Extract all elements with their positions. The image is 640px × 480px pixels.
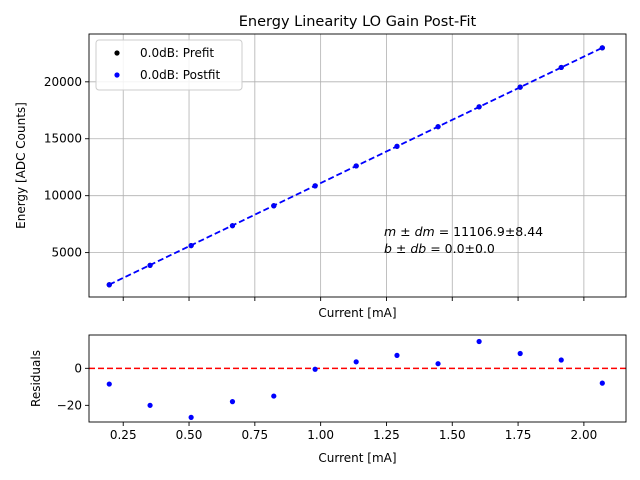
postfit-point-6 [353, 163, 359, 169]
residual-point-11 [558, 357, 564, 363]
postfit-point-3 [229, 223, 236, 229]
intercept-annotation: b ± db = 0.0±0.0 [384, 241, 495, 256]
postfit-point-11 [558, 64, 564, 71]
top-y-tick-label-0: 5000 [51, 246, 82, 260]
residual-point-6 [353, 359, 359, 365]
postfit-point-2 [188, 242, 194, 249]
residual-point-9 [476, 338, 482, 345]
residual-point-12 [599, 380, 605, 386]
legend-box [95, 39, 243, 91]
postfit-point-1 [147, 262, 153, 268]
top-x-axis-label: Current [mA] [318, 306, 396, 320]
energy-linearity-plot: 5000 10000 15000 20000 Energy Linearity LO … [14, 14, 627, 320]
top-ticks: 5000 10000 15000 20000 [44, 75, 585, 301]
postfit-point-4 [271, 203, 277, 209]
legend-marker-prefit [114, 50, 120, 56]
top-y-tick-label-1: 10000 [44, 189, 82, 203]
residual-x-tick-label-1: 0.50 [176, 428, 203, 442]
postfit-point-7 [394, 143, 400, 149]
residual-x-tick-label-4: 1.25 [373, 428, 400, 442]
residuals-plot: 0.25 0.50 0.75 1.00 1.25 1.50 1.75 2.00 −20 0 Cur… [29, 334, 627, 465]
slope-symbol: m ± dm [384, 224, 435, 239]
postfit-point-0 [106, 282, 112, 288]
residual-y-tick-label-1: 0 [74, 361, 82, 375]
slope-annotation: m ± dm = 11106.9±8.44 [384, 224, 543, 239]
residual-x-tick-label-5: 1.50 [439, 428, 466, 442]
top-y-tick-label-2: 15000 [44, 132, 82, 146]
residual-point-10 [517, 350, 523, 357]
top-data-points [106, 45, 605, 288]
postfit-point-10 [517, 84, 523, 90]
legend-marker-postfit [114, 72, 120, 78]
residual-x-tick-label-0: 0.25 [110, 428, 137, 442]
residual-x-tick-label-6: 1.75 [505, 428, 532, 442]
top-y-axis-label: Energy [ADC Counts] [14, 102, 28, 229]
residual-point-2 [188, 414, 194, 420]
legend-label-prefit: 0.0dB: Prefit [140, 46, 214, 60]
top-y-tick-label-3: 20000 [44, 75, 82, 89]
residual-ticks: 0.25 0.50 0.75 1.00 1.25 1.50 1.75 2.00 −20 0 [57, 361, 598, 442]
residual-point-3 [229, 399, 236, 405]
slope-value: = 11106.9±8.44 [435, 224, 543, 239]
residual-point-5 [312, 366, 318, 372]
postfit-point-5 [312, 183, 318, 189]
residuals-y-axis-label: Residuals [29, 350, 43, 407]
postfit-point-9 [476, 104, 482, 110]
chart-title: Energy Linearity LO Gain Post-Fit [239, 14, 477, 30]
fit-annotation: m ± dm = 11106.9±8.44 b ± db = 0.0±0.0 [384, 224, 543, 256]
residual-points [106, 338, 605, 420]
postfit-point-12 [599, 45, 605, 51]
legend: 0.0dB: Prefit 0.0dB: Postfit [95, 39, 243, 91]
residual-point-0 [106, 381, 112, 387]
top-axes-frame [88, 33, 627, 298]
residual-point-8 [435, 361, 441, 367]
residual-x-tick-label-7: 2.00 [571, 428, 598, 442]
residual-y-tick-label-0: −20 [57, 398, 82, 412]
postfit-point-8 [435, 124, 441, 130]
residual-x-tick-label-2: 0.75 [241, 428, 268, 442]
intercept-value: = 0.0±0.0 [426, 241, 495, 256]
residual-point-7 [394, 352, 400, 358]
legend-label-postfit: 0.0dB: Postfit [140, 68, 220, 82]
residual-x-tick-label-3: 1.00 [307, 428, 334, 442]
residuals-axes-frame [88, 334, 627, 423]
residual-point-4 [271, 393, 277, 399]
residual-point-1 [147, 402, 153, 408]
residuals-x-axis-label: Current [mA] [318, 451, 396, 465]
intercept-symbol: b ± db [384, 241, 426, 256]
